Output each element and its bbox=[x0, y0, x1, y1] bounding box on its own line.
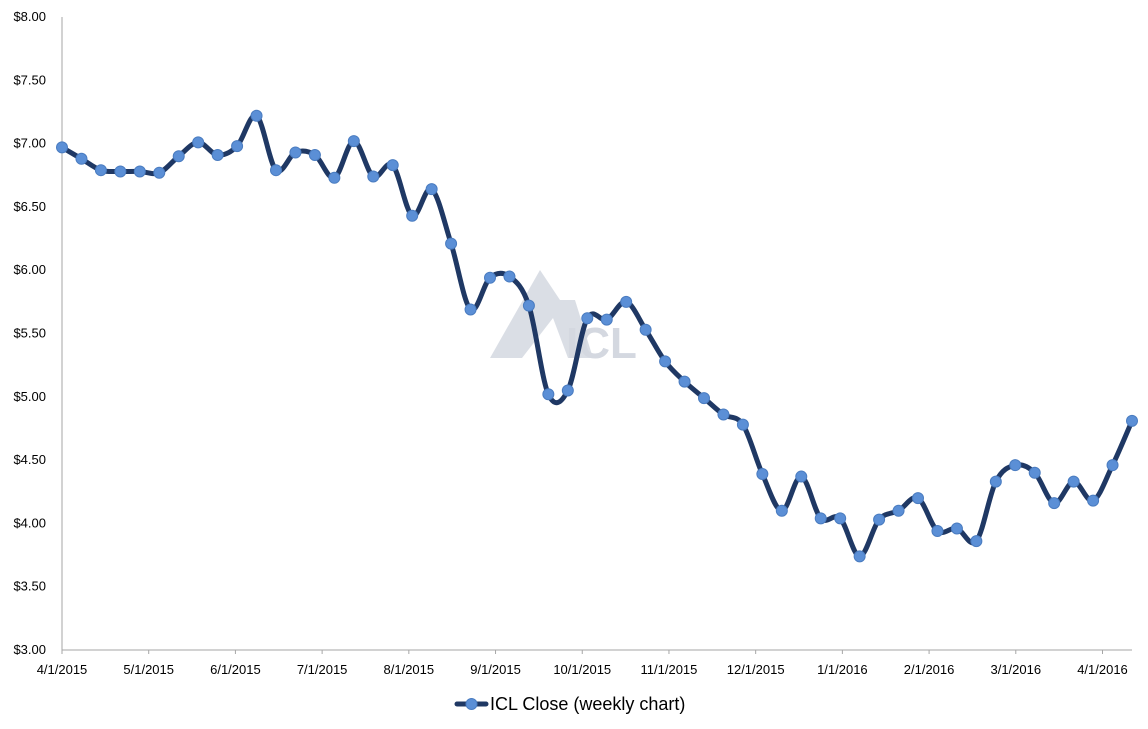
data-point bbox=[542, 388, 555, 401]
data-point bbox=[1009, 459, 1022, 472]
data-point bbox=[717, 408, 730, 421]
axes bbox=[61, 17, 1132, 651]
data-point bbox=[114, 165, 127, 178]
data-point bbox=[950, 522, 963, 535]
data-point bbox=[172, 150, 185, 163]
data-point bbox=[659, 355, 672, 368]
data-point bbox=[56, 141, 68, 154]
data-point bbox=[406, 209, 419, 222]
x-tick-label: 8/1/2015 bbox=[384, 662, 435, 677]
y-tick-label: $4.50 bbox=[13, 452, 46, 467]
data-point bbox=[270, 164, 282, 177]
data-point bbox=[698, 392, 710, 405]
y-tick-label: $6.50 bbox=[13, 199, 46, 214]
data-point bbox=[756, 468, 769, 481]
data-point bbox=[775, 504, 788, 517]
y-tick-label: $7.00 bbox=[13, 136, 46, 151]
x-tick-label: 4/1/2015 bbox=[37, 662, 88, 677]
data-point bbox=[94, 164, 107, 177]
data-point bbox=[912, 492, 924, 505]
data-point bbox=[814, 512, 827, 525]
data-point bbox=[639, 323, 652, 336]
x-tick-label: 7/1/2015 bbox=[297, 662, 348, 677]
data-point bbox=[425, 183, 438, 196]
data-point bbox=[834, 512, 847, 525]
y-tick-label: $5.50 bbox=[13, 326, 46, 341]
data-point bbox=[445, 237, 458, 250]
data-point bbox=[873, 513, 886, 526]
data-point bbox=[484, 271, 496, 284]
data-point bbox=[931, 525, 944, 537]
y-tick-label: $5.00 bbox=[13, 389, 46, 404]
data-point bbox=[853, 550, 866, 563]
data-point bbox=[1087, 494, 1100, 507]
y-tick-label: $3.00 bbox=[13, 642, 46, 657]
x-tick-label: 11/1/2015 bbox=[641, 662, 698, 677]
x-tick-label: 4/1/2016 bbox=[1077, 662, 1128, 677]
data-point bbox=[1106, 459, 1119, 472]
data-point bbox=[892, 504, 905, 517]
data-point bbox=[231, 140, 244, 153]
data-point bbox=[970, 535, 983, 548]
data-point bbox=[133, 165, 146, 178]
y-tick-label: $8.00 bbox=[13, 9, 46, 24]
x-tick-label: 10/1/2015 bbox=[553, 662, 611, 677]
legend-swatch-marker bbox=[465, 698, 478, 710]
data-point bbox=[795, 470, 808, 483]
data-point bbox=[989, 475, 1002, 488]
x-tick-label: 2/1/2016 bbox=[904, 662, 955, 677]
watermark-logo-icon bbox=[490, 270, 593, 358]
data-point bbox=[211, 148, 224, 161]
data-point bbox=[328, 171, 341, 184]
y-tick-label: $7.50 bbox=[13, 72, 46, 87]
data-point bbox=[503, 270, 516, 283]
data-point bbox=[522, 299, 535, 312]
data-point bbox=[1048, 497, 1061, 510]
x-tick-label: 5/1/2015 bbox=[123, 662, 174, 677]
data-point bbox=[386, 159, 399, 172]
data-point bbox=[561, 384, 574, 397]
data-point bbox=[600, 313, 613, 326]
legend: ICL Close (weekly chart) bbox=[454, 694, 685, 714]
y-tick-label: $6.00 bbox=[13, 262, 46, 277]
x-tick-label: 1/1/2016 bbox=[817, 662, 868, 677]
y-tick-label: $3.50 bbox=[13, 579, 46, 594]
data-point bbox=[1126, 414, 1138, 427]
watermark-logo: ICL bbox=[490, 270, 637, 368]
data-point bbox=[289, 146, 302, 159]
data-point bbox=[678, 375, 691, 388]
x-tick-label: 3/1/2016 bbox=[990, 662, 1041, 677]
y-axis-tick-labels: $3.00 $3.50 $4.00 $4.50 $5.00 $5.50 $6.00 $6.50… bbox=[13, 9, 46, 657]
data-point bbox=[347, 135, 360, 148]
data-point bbox=[464, 303, 477, 316]
data-point bbox=[367, 170, 380, 183]
data-point bbox=[581, 312, 594, 325]
series-points bbox=[56, 109, 1138, 563]
legend-label: ICL Close (weekly chart) bbox=[490, 694, 685, 714]
data-point bbox=[1028, 466, 1041, 479]
x-tick-label: 9/1/2015 bbox=[470, 662, 521, 677]
x-axis-tick-labels: 4/1/2015 5/1/2015 6/1/2015 7/1/2015 8/1/2015… bbox=[37, 650, 1128, 677]
data-point bbox=[736, 418, 749, 431]
y-tick-label: $4.00 bbox=[13, 515, 46, 530]
data-point bbox=[620, 295, 633, 308]
x-tick-label: 12/1/2015 bbox=[727, 662, 785, 677]
data-point bbox=[153, 166, 166, 179]
data-point bbox=[1067, 475, 1080, 488]
data-point bbox=[308, 148, 321, 161]
x-tick-label: 6/1/2015 bbox=[210, 662, 261, 677]
data-point bbox=[250, 109, 263, 122]
data-point bbox=[75, 152, 88, 165]
data-point bbox=[192, 136, 205, 149]
